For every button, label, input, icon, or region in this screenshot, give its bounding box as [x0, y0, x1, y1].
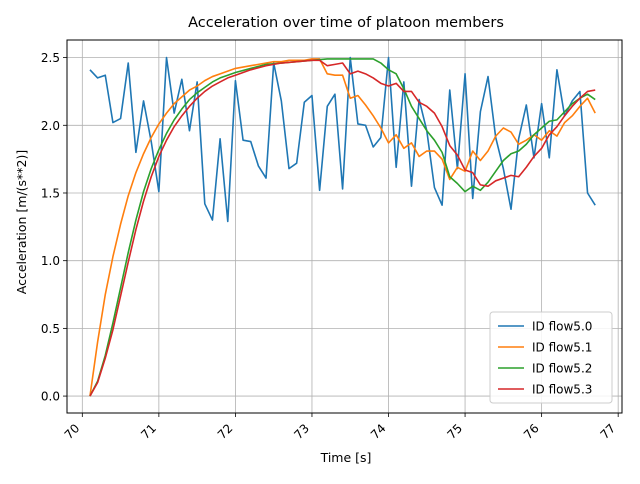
series-line-1 — [89, 56, 596, 223]
series-line-2 — [89, 58, 596, 397]
series-line-4 — [89, 59, 596, 397]
legend-label: ID flow5.0 — [532, 320, 592, 334]
y-tick-label: 0.5 — [41, 322, 60, 336]
y-tick-label: 2.5 — [41, 51, 60, 65]
legend-label: ID flow5.1 — [532, 341, 592, 355]
legend: ID flow5.0 ID flow5.1 ID flow5.2 ID flow5.3 — [489, 311, 613, 404]
series-line-3 — [89, 58, 596, 397]
series-lines — [89, 56, 596, 397]
y-axis-ticks: 0.0 0.5 1.0 1.5 2.0 2.5 — [41, 51, 67, 404]
y-tick-label: 0.0 — [41, 390, 60, 404]
legend-label: ID flow5.3 — [532, 383, 592, 397]
chart-title: Acceleration over time of platoon member… — [188, 15, 504, 31]
x-axis-label: Time [s] — [320, 450, 372, 465]
y-axis-label: Acceleration [m/(s**2)] — [14, 150, 29, 295]
y-tick-label: 1.0 — [41, 254, 60, 268]
legend-box — [489, 311, 613, 404]
legend-label: ID flow5.2 — [532, 362, 592, 376]
y-tick-label: 2.0 — [41, 119, 60, 133]
y-tick-label: 1.5 — [41, 186, 60, 200]
plot-area-frame — [66, 39, 623, 414]
